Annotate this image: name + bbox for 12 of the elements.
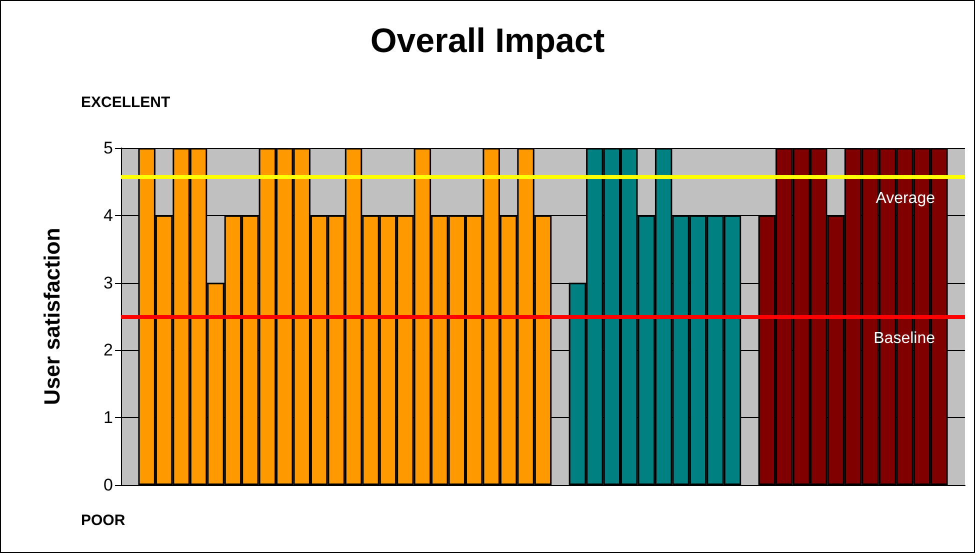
text: EXCELLENT (81, 94, 170, 111)
y-tick-label: 1 (104, 408, 113, 428)
y-tick-label: 5 (104, 138, 113, 158)
y-tick-label: 0 (104, 476, 113, 494)
y-tick-label: 2 (104, 340, 113, 360)
text: POOR (81, 512, 126, 529)
y-tick-label: 4 (104, 206, 113, 225)
ref-line-label: Baseline (874, 330, 936, 347)
y-axis-title: User satisfaction (40, 228, 64, 406)
ref-line-label: Average (876, 190, 936, 207)
chart-title: Overall Impact (370, 22, 605, 60)
y-tick-label: 3 (104, 273, 113, 292)
